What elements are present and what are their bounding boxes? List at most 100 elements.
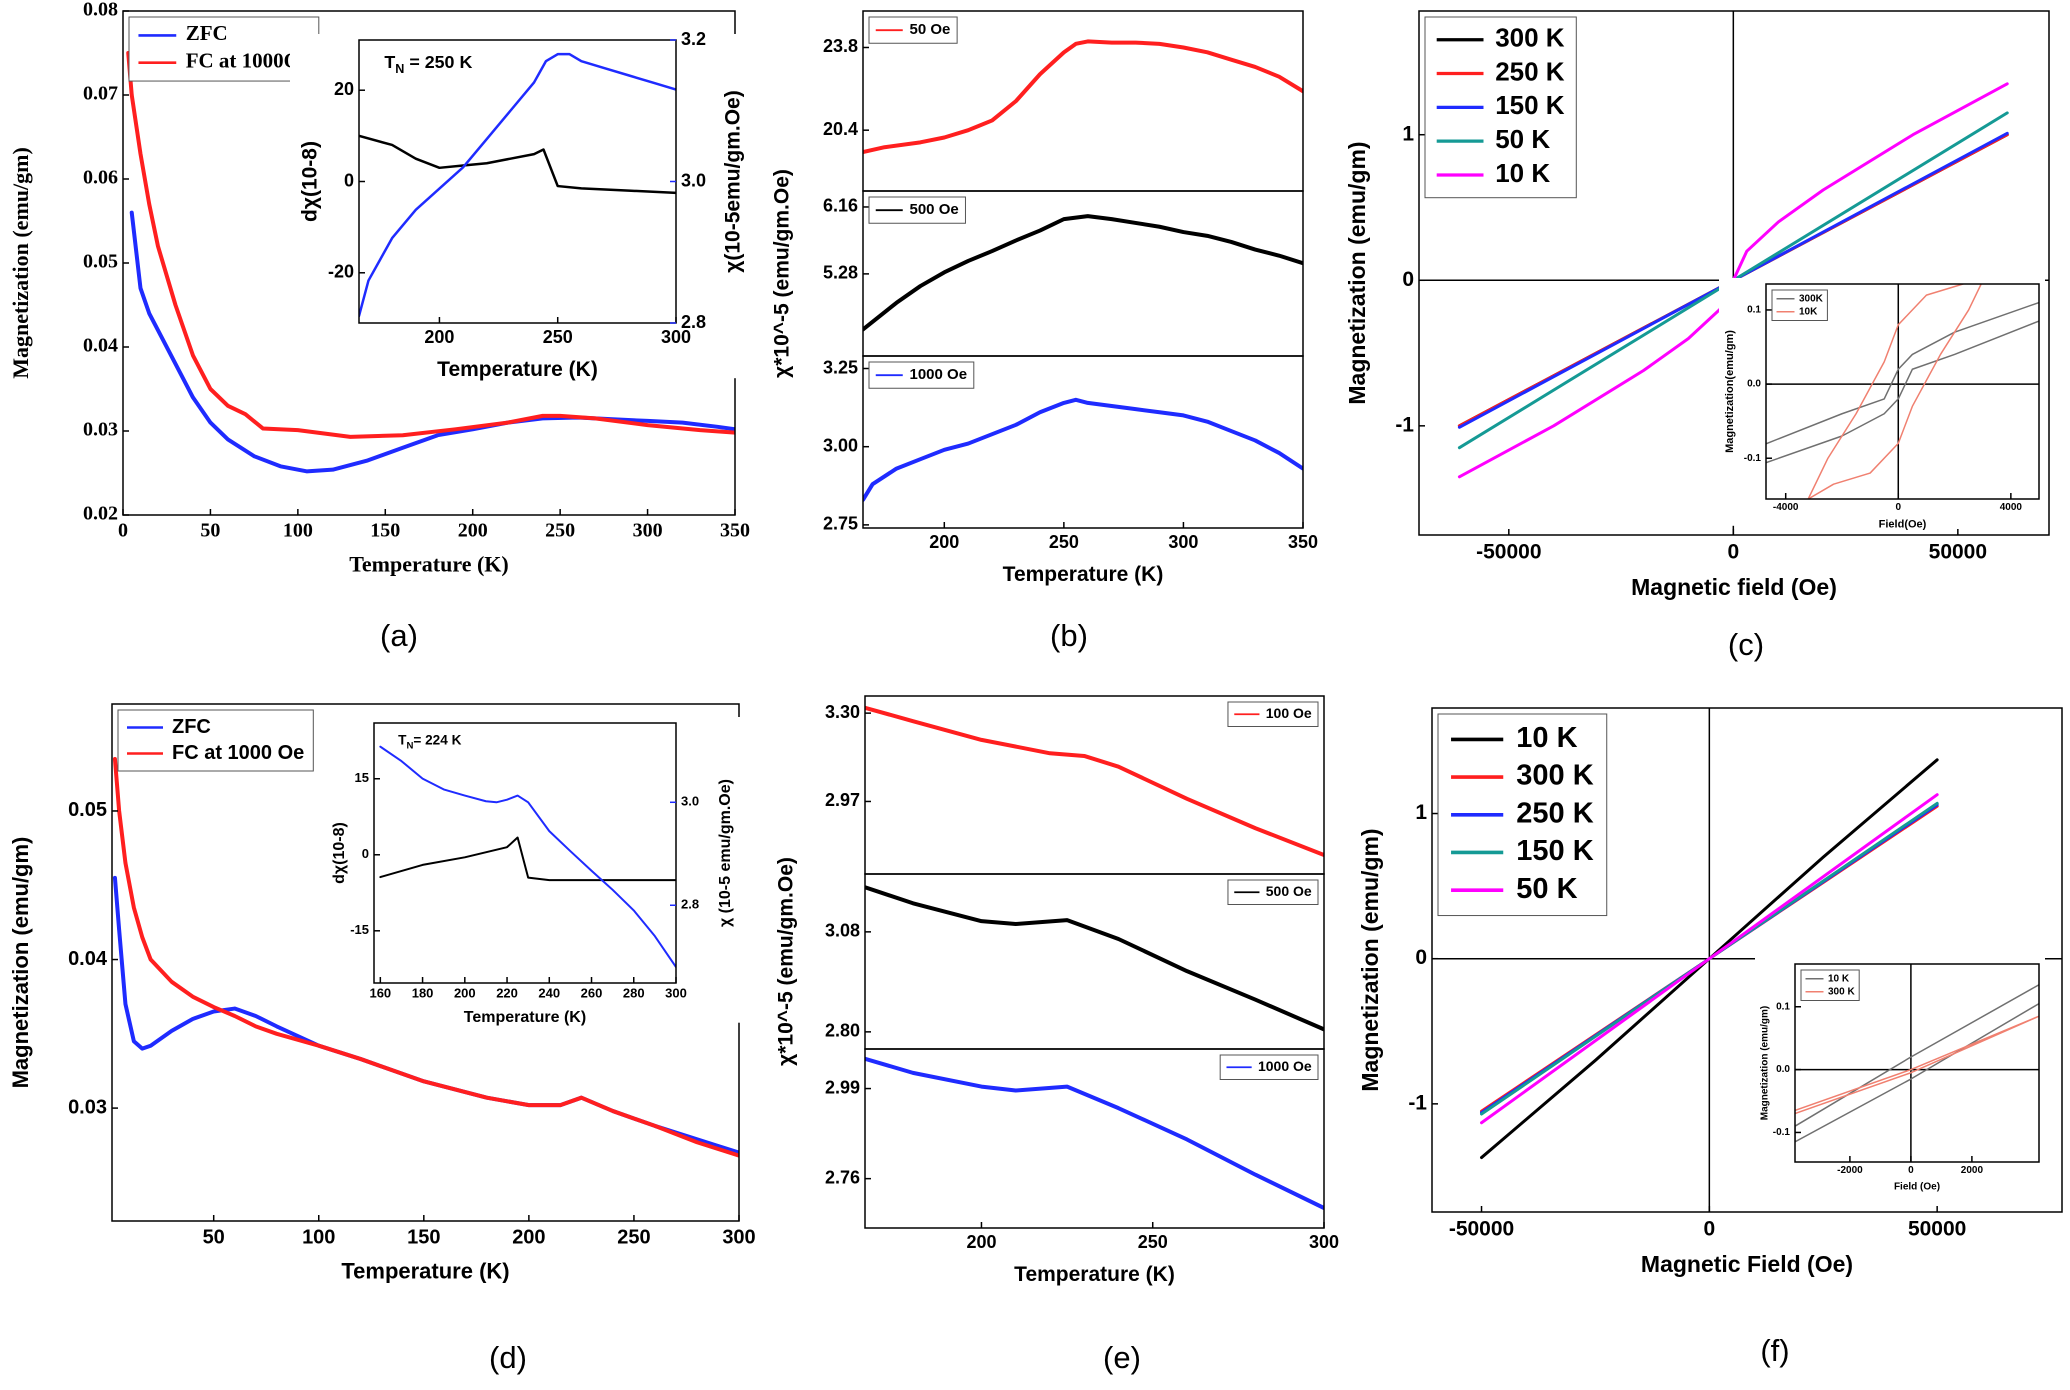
panel: 2.75 3.00 3.25 200 250 300 350 Temperature (K) (…	[823, 355, 1318, 653]
data-line	[1795, 1015, 2039, 1115]
plot-frame	[1431, 707, 2063, 1213]
legend: 10 K 300 K	[1800, 969, 1860, 1001]
data-line	[865, 705, 1324, 857]
x-axis-label: Temperature (K)	[1003, 563, 1164, 586]
y-tick-label: 0.04	[83, 335, 118, 357]
legend-label: 1000 Oe	[910, 366, 968, 383]
y-axis-label: Magnetization (emu/gm)	[1760, 1006, 1771, 1120]
y-tick-label: 0.08	[83, 0, 118, 21]
x-tick-label: 260	[581, 985, 603, 1000]
y-tick-label: -0.1	[1744, 453, 1762, 464]
plot-frame	[1794, 963, 2040, 1163]
annotation-main: T	[384, 52, 395, 72]
x-tick-label: 300	[665, 985, 687, 1000]
annotation-main: T	[398, 732, 407, 747]
y-tick-label: 2.76	[825, 1167, 860, 1187]
legend: 500 Oe	[868, 196, 966, 224]
plot-frame	[864, 1048, 1325, 1229]
x-tick-label: 200	[424, 327, 454, 347]
y-tick-label: 3.08	[825, 921, 860, 941]
y-axis-label: χ*10^-5 (emu/gm.Oe)	[775, 857, 798, 1066]
panel-label: (d)	[489, 1340, 527, 1375]
legend-label: 500 Oe	[910, 201, 959, 218]
legend-label: 10 K	[1516, 722, 1577, 754]
y-tick-label: -15	[350, 922, 369, 937]
y-tick-label: 1	[1402, 122, 1414, 145]
y-tick-label: 0	[362, 846, 369, 861]
panel-label: (f)	[1760, 1333, 1789, 1368]
panel-label: (a)	[380, 618, 418, 653]
legend-label: 150 K	[1495, 90, 1565, 120]
legend-label: FC at 1000Oe	[186, 48, 310, 72]
y-tick-label: 0	[344, 170, 354, 190]
x-tick-label: 300	[1309, 1232, 1339, 1252]
panel: 20.4 23.8 50 Oe	[823, 10, 1304, 192]
x-axis-label: Temperature (K)	[437, 358, 598, 381]
panel: -0.1 0.0 0.1 -4000 0 4000 Field(Oe) Magnetizati…	[1719, 278, 2045, 531]
y-tick-label: 5.28	[823, 263, 858, 283]
series-group	[1766, 284, 2039, 499]
y-tick-label: 23.8	[823, 36, 858, 56]
y-tick-label: 3.00	[823, 435, 858, 455]
panel: 2.97 3.30 100 Oe	[825, 695, 1325, 875]
data-line	[112, 756, 739, 1158]
plot-frame	[373, 722, 677, 984]
annotation: TN = 250 K	[384, 52, 472, 77]
x-tick-label: -2000	[1837, 1165, 1863, 1176]
y-tick-label: -0.1	[1773, 1127, 1791, 1138]
x-tick-label: 160	[369, 985, 391, 1000]
series-group	[1795, 983, 2039, 1143]
legend: ZFC FC at 1000Oe	[128, 16, 320, 82]
x-tick-label: 240	[538, 985, 560, 1000]
y2-axis-label: χ (10-5 emu/gm.Oe)	[717, 779, 734, 927]
legend-box	[1771, 289, 1828, 321]
x-axis-label: Magnetic Field (Oe)	[1641, 1251, 1853, 1277]
x-axis-label: Temperature (K)	[464, 1009, 586, 1026]
legend-label: 300 K	[1828, 986, 1855, 997]
x-tick-label: 250	[1138, 1232, 1168, 1252]
x-axis-label: Field (Oe)	[1894, 1182, 1940, 1193]
x-tick-label: 220	[496, 985, 518, 1000]
y-axis-label: dχ(10-8)	[299, 141, 322, 222]
x-axis-label: Temperature (K)	[349, 552, 508, 577]
panel: 0.020.030.040.050.060.070.080 50 100 150 200…	[8, 0, 750, 653]
inset-background	[324, 717, 742, 1023]
y2-tick-label: 3.0	[681, 170, 706, 190]
x-tick-label: 250	[617, 1226, 650, 1248]
y-tick-label: 0.0	[1747, 379, 1761, 390]
panel-label: (b)	[1050, 618, 1088, 653]
y-tick-label: 0.0	[1776, 1064, 1790, 1075]
x-axis-label: Temperature (K)	[341, 1258, 509, 1283]
y-tick-label: 0.1	[1776, 1001, 1790, 1012]
legend: 50 Oe	[868, 16, 958, 44]
legend: ZFC FC at 1000 Oe	[117, 709, 314, 772]
x-tick-label: -50000	[1449, 1217, 1514, 1240]
legend-label: 1000 Oe	[1258, 1058, 1312, 1074]
legend-label: FC at 1000 Oe	[172, 742, 304, 764]
legend-label: ZFC	[186, 21, 228, 45]
annotation-rest: = 224 K	[413, 732, 461, 747]
x-tick-label: -4000	[1773, 502, 1799, 513]
y-tick-label: 2.97	[825, 790, 860, 810]
x-tick-label: 50	[203, 1226, 225, 1248]
y-tick-label: -1	[1408, 1091, 1427, 1114]
y-axis-label: Magnetization (emu/gm)	[1357, 828, 1383, 1091]
legend-label: 300 K	[1495, 23, 1565, 53]
y-tick-label: 2.80	[825, 1021, 860, 1041]
data-line	[379, 745, 676, 969]
x-tick-label: 300	[633, 520, 663, 542]
y-tick-label: 2.75	[823, 514, 858, 534]
legend: 1000 Oe	[868, 361, 975, 389]
data-line	[359, 134, 676, 195]
x-tick-label: 100	[283, 520, 313, 542]
y-tick-label: 0.03	[68, 1096, 107, 1118]
data-line	[865, 1056, 1324, 1211]
legend: 100 Oe	[1227, 701, 1319, 727]
x-tick-label: 300	[661, 327, 691, 347]
y-tick-label: 15	[355, 770, 369, 785]
x-tick-label: 200	[512, 1226, 545, 1248]
panel: -15 0 15 160 180 200 220 240 260 280 300 2.8 3.0 Temp…	[324, 717, 742, 1026]
legend-label: 300 K	[1516, 760, 1593, 792]
x-axis-label: Temperature (K)	[1014, 1263, 1175, 1286]
